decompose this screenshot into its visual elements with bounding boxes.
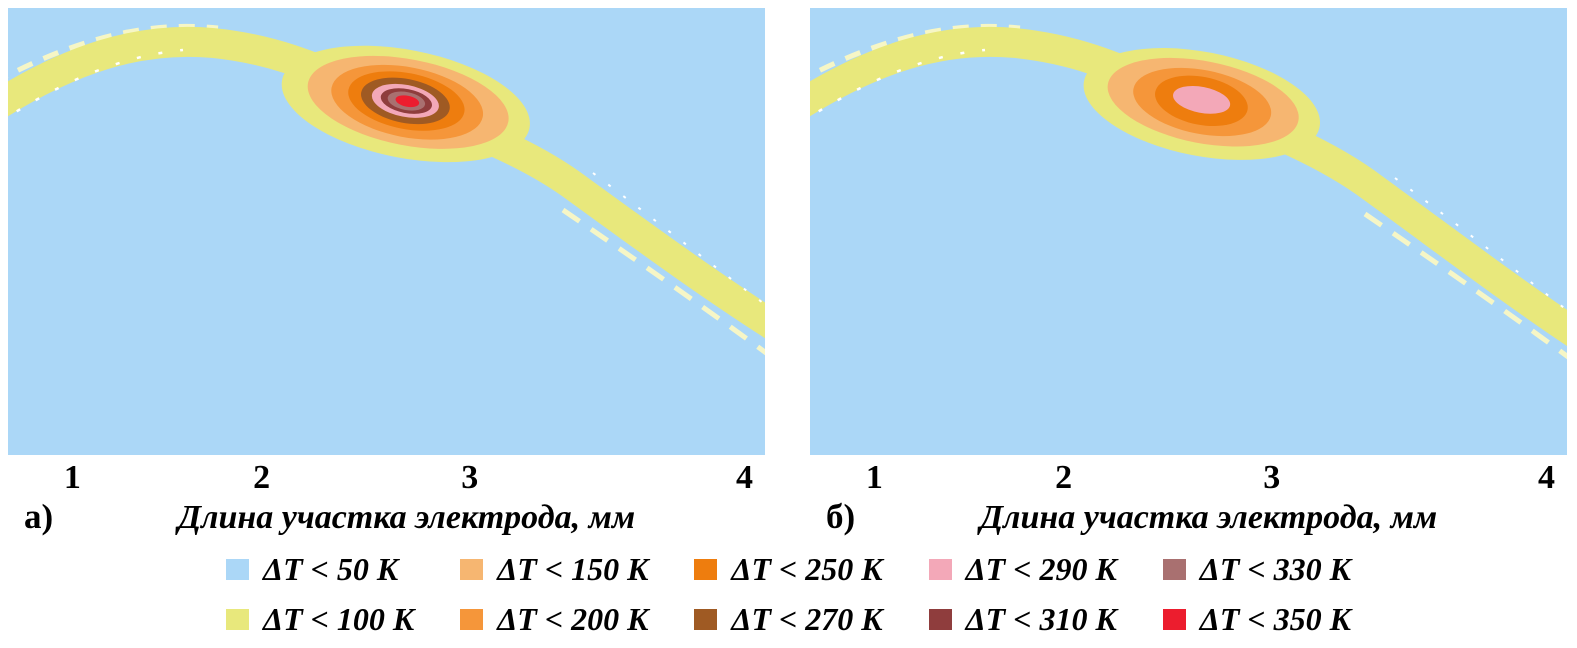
panel-label-b: б) xyxy=(826,497,856,536)
panel-label-a: а) xyxy=(24,497,54,536)
legend-label: ΔT < 250 K xyxy=(731,550,883,587)
legend-item: ΔT < 270 K xyxy=(694,597,883,641)
legend-label: ΔT < 200 K xyxy=(497,600,649,637)
hotspot-core-290 xyxy=(1173,85,1231,114)
legend-item: ΔT < 250 K xyxy=(694,547,883,591)
legend-label: ΔT < 330 K xyxy=(1199,550,1351,587)
hotspot-a xyxy=(281,45,530,163)
legend-swatch-icon xyxy=(928,608,952,630)
legend-swatch-icon xyxy=(694,608,718,630)
legend-label: ΔT < 270 K xyxy=(731,600,883,637)
band-highlight-streak xyxy=(8,23,219,79)
x-axis-ticks-a: 1 2 3 4 xyxy=(8,459,765,497)
legend-swatch-icon xyxy=(694,558,718,580)
legend-item: ΔT < 50 K xyxy=(226,547,414,591)
panel-b: 1 2 3 4 б) Длина участка электрода, мм xyxy=(810,8,1567,541)
legend-label: ΔT < 100 K xyxy=(263,600,415,637)
tick-label: 4 xyxy=(1538,459,1556,496)
legend-label: ΔT < 350 K xyxy=(1199,600,1351,637)
legend-swatch-icon xyxy=(928,558,952,580)
contour-plot-a xyxy=(8,8,765,455)
legend-item: ΔT < 200 K xyxy=(460,597,648,641)
band-speckle xyxy=(810,48,986,119)
hotspot-core-350 xyxy=(395,95,420,108)
legend-item: ΔT < 350 K xyxy=(1162,597,1351,641)
tick-label: 3 xyxy=(461,459,479,496)
legend-item: ΔT < 330 K xyxy=(1162,547,1351,591)
legend-label: ΔT < 150 K xyxy=(497,550,649,587)
tick-label: 4 xyxy=(736,459,754,496)
x-axis-title-a: Длина участка электрода, мм xyxy=(177,499,636,536)
legend-swatch-icon xyxy=(226,558,250,580)
legend-item: ΔT < 290 K xyxy=(928,547,1117,591)
legend-swatch-icon xyxy=(1162,558,1186,580)
legend-item: ΔT < 150 K xyxy=(460,547,648,591)
legend-swatch-icon xyxy=(226,608,250,630)
tick-label: 3 xyxy=(1263,459,1281,496)
caption-a: а) Длина участка электрода, мм xyxy=(8,497,765,541)
tick-label: 1 xyxy=(865,459,883,496)
legend-item: ΔT < 100 K xyxy=(226,597,414,641)
x-axis-ticks-b: 1 2 3 4 xyxy=(810,459,1567,497)
band-speckle xyxy=(8,48,184,119)
panels-row: 1 2 3 4 а) Длина участка электрода, мм xyxy=(0,8,1577,541)
legend-swatch-icon xyxy=(460,558,484,580)
band-highlight-streak xyxy=(1363,211,1567,360)
hotspot-b xyxy=(1083,48,1321,160)
legend-item: ΔT < 310 K xyxy=(928,597,1117,641)
panel-a: 1 2 3 4 а) Длина участка электрода, мм xyxy=(8,8,765,541)
caption-b: б) Длина участка электрода, мм xyxy=(810,497,1567,541)
x-axis-title-b: Длина участка электрода, мм xyxy=(979,499,1438,536)
color-legend: ΔT < 50 K ΔT < 150 K ΔT < 250 K ΔT < 290… xyxy=(0,547,1577,641)
legend-swatch-icon xyxy=(460,608,484,630)
tick-label: 2 xyxy=(1055,459,1073,496)
legend-label: ΔT < 290 K xyxy=(965,550,1117,587)
legend-swatch-icon xyxy=(1162,608,1186,630)
legend-label: ΔT < 50 K xyxy=(263,550,399,587)
band-highlight-streak xyxy=(561,207,765,356)
band-highlight-streak xyxy=(810,23,1021,79)
legend-label: ΔT < 310 K xyxy=(965,600,1117,637)
tick-label: 2 xyxy=(253,459,271,496)
contour-plot-b xyxy=(810,8,1567,455)
tick-label: 1 xyxy=(63,459,81,496)
